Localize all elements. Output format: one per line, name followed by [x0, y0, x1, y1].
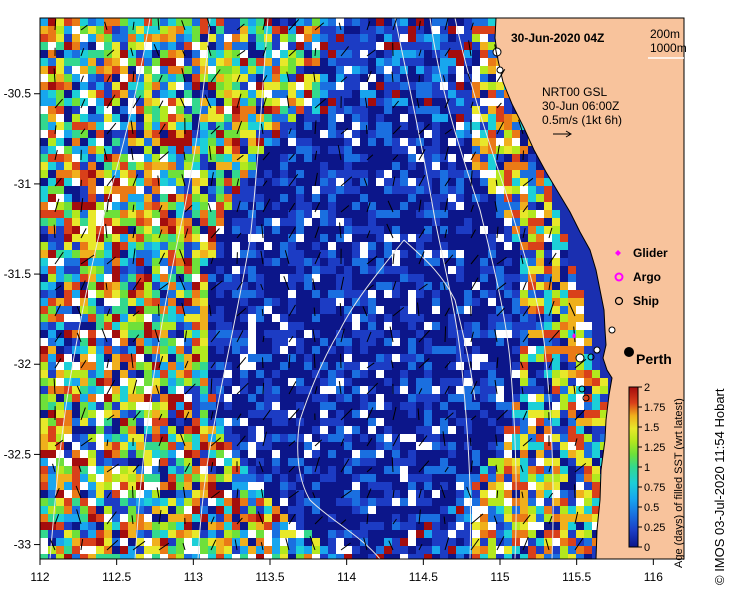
glider-marker: [572, 333, 576, 339]
credit-label: © IMOS 03-Jul-2020 11:54 Hobart: [712, 388, 727, 586]
platform-legend: Glider Argo Ship: [614, 246, 668, 308]
glider-diamond-icon: [615, 250, 621, 256]
x-tick-label: 114.5: [409, 570, 438, 584]
colorbar-tick-label: 1.25: [644, 442, 665, 454]
city-marker-icon: [624, 347, 634, 357]
colorbar-tick-label: 1: [644, 462, 650, 474]
current-vectors: [50, 18, 587, 551]
sst-age-field: [40, 18, 616, 559]
contour-key: 200m 1000m: [648, 27, 687, 59]
argo-circle-icon: [614, 272, 624, 282]
x-tick-label: 112.5: [102, 570, 131, 584]
ship-marker: [587, 353, 595, 361]
ship-marker: [578, 385, 586, 393]
colorbar-title: Age (days) of filled SST (wrt latest): [673, 398, 685, 568]
x-tick-label: 116: [644, 570, 663, 584]
x-tick-label: 114: [337, 570, 356, 584]
date-label: 30-Jun-2020 04Z: [511, 31, 604, 45]
colorbar-tick-label: 0.25: [644, 522, 665, 534]
bathymetry-contours: [49, 18, 554, 559]
y-tick-label: -32.5: [4, 447, 32, 461]
colorbar-tick-label: 0: [644, 542, 650, 554]
x-tick-label: 113.5: [255, 570, 284, 584]
y-tick-label: -32: [14, 357, 32, 371]
city-label: Perth: [636, 351, 672, 367]
colorbar-tick-label: 1.5: [644, 422, 659, 434]
colorbar-tick-label: 2: [644, 382, 650, 394]
current-info: NRT00 GSL 30-Jun 06:00Z 0.5m/s (1kt 6h): [542, 85, 622, 138]
island: [593, 346, 601, 354]
arrow-icon: [553, 130, 572, 138]
x-tick-label: 115.5: [562, 570, 591, 584]
y-tick-label: -30.5: [4, 87, 32, 101]
y-tick-label: -31: [14, 177, 32, 191]
colorbar-tick-label: 1.75: [644, 402, 665, 414]
x-tick-label: 112: [30, 570, 49, 584]
colorbar-tick-label: 0.5: [644, 502, 659, 514]
y-axis: -30.5 -31 -31.5 -32 -32.5 -33: [4, 87, 40, 552]
y-tick-label: -31.5: [4, 267, 32, 281]
island: [575, 353, 585, 363]
island: [608, 326, 616, 334]
colorbar: 0 0.25 0.5 0.75 1 1.25 1.5 1.75 2 Age (days) of …: [628, 382, 685, 568]
x-tick-label: 113: [184, 570, 203, 584]
ship-marker: [582, 394, 590, 402]
ship-circle-icon: [614, 296, 624, 306]
x-tick-label: 115: [490, 570, 509, 584]
y-tick-label: -33: [14, 538, 32, 552]
colorbar-tick-label: 0.75: [644, 482, 665, 494]
island: [496, 66, 504, 74]
x-axis: 112 112.5 113 113.5 114 114.5 115 115.5 116: [30, 559, 663, 584]
